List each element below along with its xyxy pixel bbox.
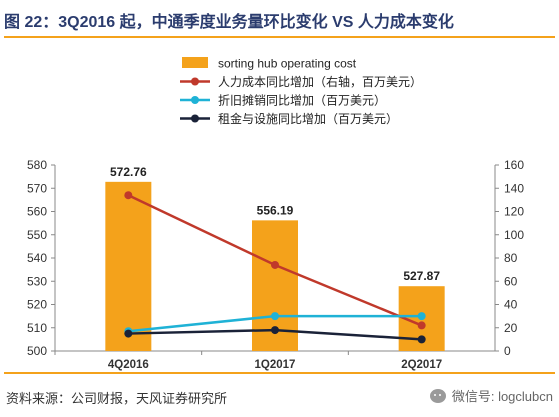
legend-swatch-bar bbox=[182, 57, 208, 68]
left-axis-tick-label: 500 bbox=[27, 344, 47, 358]
series-point bbox=[417, 321, 426, 330]
left-axis-tick-label: 550 bbox=[27, 228, 47, 242]
left-axis-tick-label: 510 bbox=[27, 321, 47, 335]
footer-divider bbox=[4, 372, 555, 374]
bar-value-label: 527.87 bbox=[403, 269, 440, 283]
right-axis-tick-label: 140 bbox=[504, 181, 524, 195]
right-axis-tick-label: 20 bbox=[504, 321, 518, 335]
bar-data-labels: 572.76 556.19 527.87 bbox=[110, 165, 440, 283]
left-axis-tick-label: 580 bbox=[27, 158, 47, 172]
chart-legend: sorting hub operating cost 人力成本同比增加（右轴，百万… bbox=[180, 57, 422, 126]
x-axis-category-label: 4Q2016 bbox=[108, 359, 149, 371]
series-point bbox=[271, 260, 279, 269]
legend-swatch-marker bbox=[191, 114, 199, 123]
series-point bbox=[271, 312, 279, 321]
left-axis-tick-label: 560 bbox=[27, 205, 47, 219]
line-series bbox=[124, 191, 426, 344]
series-point bbox=[124, 329, 133, 338]
legend-entry-label: sorting hub operating cost bbox=[218, 57, 357, 71]
x-axis-category-label: 2Q2017 bbox=[401, 359, 442, 371]
right-axis-tick-label: 40 bbox=[504, 298, 518, 312]
legend-swatch-marker bbox=[191, 77, 199, 86]
legend-entry-label: 人力成本同比增加（右轴，百万美元） bbox=[218, 74, 422, 89]
series-point bbox=[271, 326, 279, 335]
bar bbox=[105, 181, 152, 351]
right-axis-tick-label: 100 bbox=[504, 228, 524, 242]
right-axis-tick-label: 160 bbox=[504, 158, 524, 172]
series-point bbox=[124, 191, 133, 200]
x-axis-category-label: 1Q2017 bbox=[255, 359, 296, 371]
left-axis-tick-label: 520 bbox=[27, 298, 47, 312]
series-point bbox=[417, 312, 426, 321]
title-divider bbox=[4, 36, 555, 38]
series-point bbox=[417, 335, 426, 344]
source-note: 资料来源：公司财报，天风证券研究所 bbox=[6, 391, 228, 406]
legend-entry-label: 折旧摊销同比增加（百万美元） bbox=[218, 93, 386, 108]
watermark-text: 微信号: logclubcn bbox=[451, 389, 553, 404]
right-axis-tick-label: 60 bbox=[504, 274, 518, 288]
left-axis-tick-label: 530 bbox=[27, 274, 47, 288]
right-axis-tick-label: 120 bbox=[504, 205, 524, 219]
chart-axes: 500 510 520 530 540 550 560 570 580 0 20 40 60 80 100 1… bbox=[27, 158, 524, 371]
left-axis-tick-label: 570 bbox=[27, 181, 47, 195]
legend-swatch-marker bbox=[191, 96, 199, 104]
bar-series bbox=[105, 181, 445, 351]
wechat-watermark: 微信号: logclubcn bbox=[429, 386, 553, 405]
bar-value-label: 556.19 bbox=[257, 203, 294, 217]
right-axis-tick-label: 80 bbox=[504, 251, 518, 265]
wechat-icon bbox=[429, 388, 446, 403]
legend-entry-label: 租金与设施同比增加（百万美元） bbox=[218, 111, 398, 126]
chart-title: 图 22：3Q2016 起，中通季度业务量环比变化 VS 人力成本变化 bbox=[4, 14, 454, 31]
bar-value-label: 572.76 bbox=[110, 165, 147, 179]
left-axis-tick-label: 540 bbox=[27, 251, 47, 265]
right-axis-tick-label: 0 bbox=[504, 344, 511, 358]
